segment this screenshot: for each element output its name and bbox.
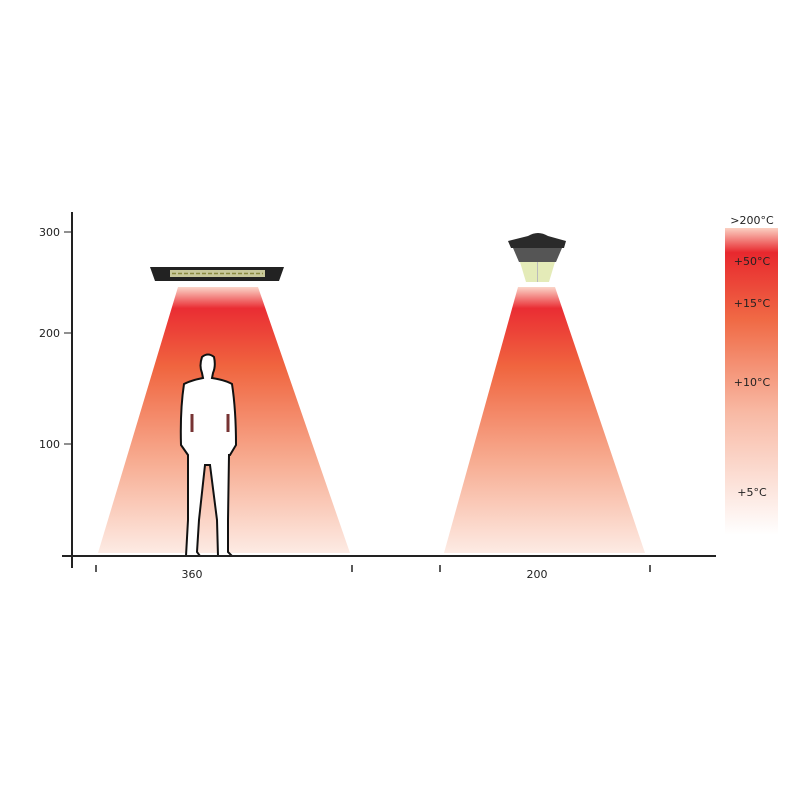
temperature-legend-bar [725,228,778,535]
y-tick-200: 200 [39,327,60,340]
y-tick-300: 300 [39,226,60,239]
y-tick-100: 100 [39,438,60,451]
linear-heater-icon [150,267,284,281]
x-axis [62,555,716,572]
person-silhouette-icon [179,353,238,557]
legend-label: +50°C [734,255,771,268]
heat-cone-right [444,287,645,553]
y-axis [64,212,73,568]
legend-label: >200°C [730,214,774,227]
legend-label: +15°C [734,297,771,310]
pendant-heater-icon [508,233,566,282]
legend-label: +5°C [737,486,767,499]
legend-label: +10°C [734,376,771,389]
width-label-left: 360 [182,568,203,581]
width-label-right: 200 [527,568,548,581]
